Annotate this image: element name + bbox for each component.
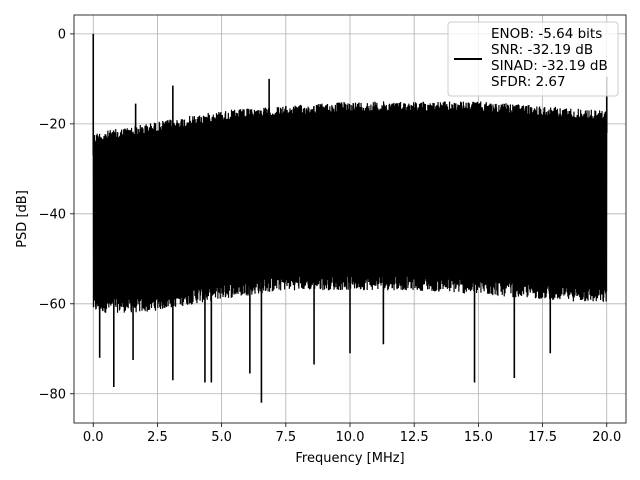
x-tick-label: 12.5 [400,430,429,445]
x-tick-label: 5.0 [211,430,232,445]
legend: ENOB: -5.64 bits SNR: -32.19 dB SINAD: -… [447,21,619,97]
x-tick-label: 0.0 [83,430,104,445]
legend-box [447,21,619,97]
y-tick-label: −40 [39,207,66,222]
series-trace [92,101,608,313]
y-axis-label: PSD [dB] [15,190,30,248]
x-tick-label: 15.0 [464,430,493,445]
x-tick-label: 2.5 [147,430,168,445]
x-tick-label: 20.0 [592,430,621,445]
plot-area [92,33,608,403]
x-tick-label: 7.5 [275,430,296,445]
y-tick-label: −20 [39,117,66,132]
x-axis-label: Frequency [MHz] [295,451,404,466]
y-tick-label: 0 [58,27,66,42]
legend-entry-enob: ENOB: -5.64 bits [491,26,602,42]
legend-entry-sfdr: SFDR: 2.67 [491,74,566,90]
legend-entry-snr: SNR: -32.19 dB [491,42,593,58]
y-tick-label: −60 [39,297,66,312]
y-tick-label: −80 [39,387,66,402]
legend-entry-sinad: SINAD: -32.19 dB [491,58,608,74]
x-tick-label: 17.5 [528,430,557,445]
x-tick-label: 10.0 [336,430,365,445]
axis-ticks: 0.0 2.5 5.0 7.5 10.0 12.5 15.0 17.5 20.0 0 −20 −40 −… [39,27,622,445]
